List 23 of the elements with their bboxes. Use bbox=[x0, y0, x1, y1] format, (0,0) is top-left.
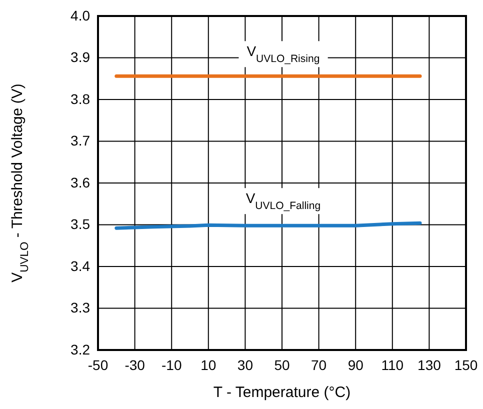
y-tick-label: 3.2 bbox=[70, 341, 90, 358]
x-tick-label: 110 bbox=[381, 356, 404, 373]
y-tick-label: 3.6 bbox=[70, 174, 90, 190]
y-tick-label: 3.3 bbox=[70, 300, 90, 316]
y-tick-label: 3.7 bbox=[70, 132, 90, 149]
x-tick-label: -50 bbox=[88, 356, 108, 373]
y-tick-label: 3.9 bbox=[70, 49, 90, 66]
x-tick-label: -10 bbox=[161, 356, 182, 373]
y-tick-label: 4.0 bbox=[70, 7, 90, 24]
x-tick-label: 130 bbox=[418, 356, 442, 373]
x-tick-label: 70 bbox=[311, 356, 327, 373]
x-tick-label: 10 bbox=[200, 356, 216, 373]
series-label: V$_{UVLO_Falling}$ bbox=[246, 190, 321, 212]
x-tick-label: 30 bbox=[237, 356, 254, 373]
x-tick-label: 150 bbox=[454, 356, 478, 373]
y-tick-label: 3.5 bbox=[70, 216, 90, 232]
y-tick-label: 3.4 bbox=[70, 258, 90, 274]
series-label: V$_{UVLO_Rising}$ bbox=[246, 43, 320, 66]
x-tick-label: 90 bbox=[348, 356, 364, 373]
x-tick-label: -30 bbox=[124, 356, 146, 373]
x-axis-title: T - Temperature (°C) bbox=[213, 384, 351, 401]
x-tick-label: 50 bbox=[274, 356, 290, 373]
y-tick-label: 3.8 bbox=[70, 90, 90, 107]
